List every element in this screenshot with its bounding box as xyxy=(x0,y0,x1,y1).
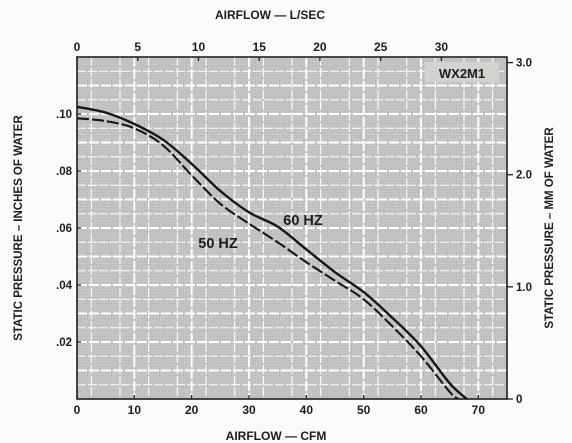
y-left-tick-label: .02 xyxy=(56,337,72,349)
series-label-60hz: 60 HZ xyxy=(283,213,323,229)
series-label-50hz: 50 HZ xyxy=(198,236,238,252)
x-bottom-tick-label: 10 xyxy=(128,403,142,417)
x-top-tick-label: 15 xyxy=(253,40,267,54)
tick-layer: 0 10 20 30 40 50 60 70 0 5 10 15 20 25 30 .02 .04 .06 .08.… xyxy=(56,40,532,417)
x-top-tick-label: 30 xyxy=(435,40,449,54)
y-left-tick-label: .04 xyxy=(56,280,73,292)
y-right-tick-label: 2.0 xyxy=(516,170,532,182)
y-left-tick-label: .08 xyxy=(56,166,73,178)
x-top-axis-title: AIRFLOW — L/SEC xyxy=(215,8,325,22)
x-bottom-tick-label: 0 xyxy=(74,403,81,417)
x-top-tick-label: 10 xyxy=(192,40,206,54)
x-top-tick-label: 20 xyxy=(313,40,327,54)
series-layer xyxy=(76,105,468,400)
x-bottom-tick-label: 20 xyxy=(185,403,199,417)
x-top-tick-label: 0 xyxy=(74,40,81,54)
series-50hz-line xyxy=(76,117,459,400)
x-bottom-tick-label: 40 xyxy=(300,403,314,417)
y-right-tick-label: 1.0 xyxy=(516,282,532,294)
major-grid xyxy=(77,56,507,399)
y-left-tick-label: .06 xyxy=(56,223,72,235)
x-top-tick-label: 25 xyxy=(374,40,388,54)
y-right-tick-label: 3.0 xyxy=(516,58,532,70)
y-right-tick-label: 0 xyxy=(516,394,522,406)
x-bottom-tick-label: 70 xyxy=(472,403,486,417)
series-60hz-line xyxy=(76,105,468,400)
x-bottom-tick-label: 60 xyxy=(414,403,428,417)
x-top-tick-label: 5 xyxy=(134,40,141,54)
x-bottom-axis-title: AIRFLOW — CFM xyxy=(226,429,327,443)
x-bottom-tick-label: 30 xyxy=(242,403,256,417)
model-label-box xyxy=(425,62,499,82)
model-label: WX2M1 xyxy=(439,66,485,81)
x-bottom-tick-label: 50 xyxy=(357,403,371,417)
y-right-axis-title: STATIC PRESSURE – MM OF WATER xyxy=(544,127,556,329)
y-left-tick-label: .10 xyxy=(56,109,72,121)
y-left-axis-title: STATIC PRESSURE – INCHES OF WATER xyxy=(13,115,25,341)
